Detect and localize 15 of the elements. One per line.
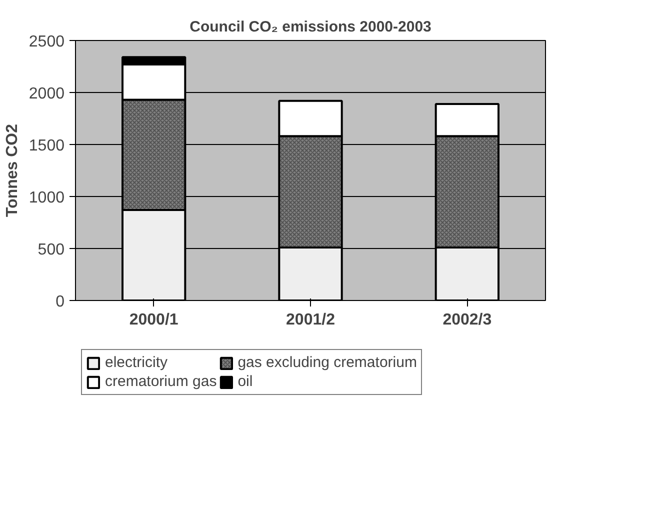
- x-tick-label: 2000/1: [129, 312, 178, 328]
- legend-label: gas excluding crematorium: [238, 354, 417, 371]
- legend-label: oil: [238, 373, 254, 390]
- y-tick-label: 2500: [28, 34, 65, 50]
- y-tick-label: 0: [56, 294, 65, 310]
- y-axis-title: Tonnes CO2: [4, 124, 21, 218]
- y-tick-label: 2000: [28, 86, 65, 102]
- legend-label: crematorium gas: [105, 373, 217, 390]
- x-tick-label: 2002/3: [442, 312, 492, 328]
- y-tick-label: 1000: [28, 190, 65, 206]
- legend-label: electricity: [105, 354, 168, 371]
- chart-title: Council CO₂ emissions 2000-2003: [190, 18, 432, 36]
- y-tick-label: 1500: [28, 138, 65, 154]
- y-tick-label: 500: [38, 242, 65, 258]
- x-tick-label: 2001/2: [286, 312, 336, 328]
